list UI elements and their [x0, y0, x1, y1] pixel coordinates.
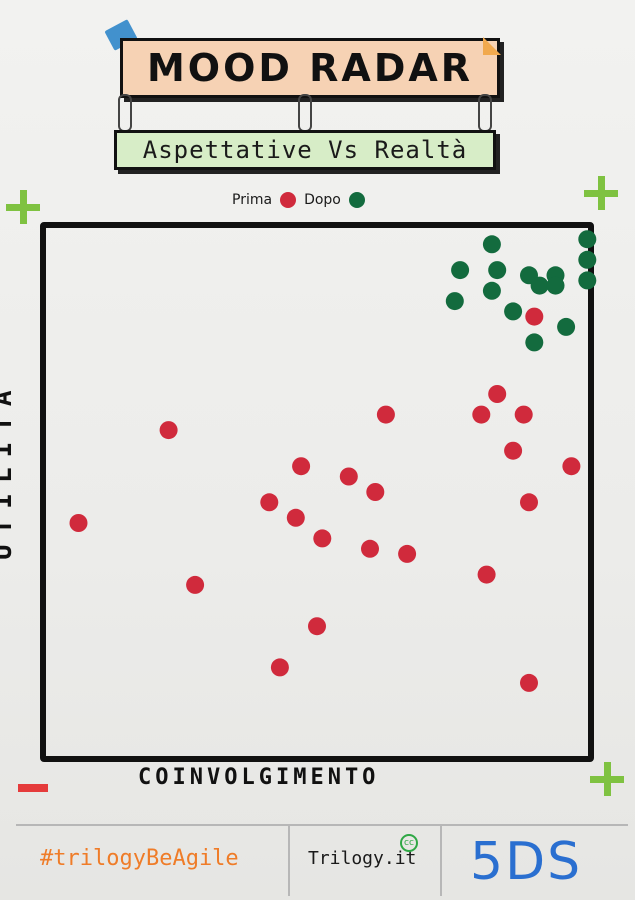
before-point [361, 539, 379, 558]
legend-after-dot-icon [348, 192, 365, 208]
before-point [525, 307, 544, 326]
before-point [69, 514, 88, 532]
footer-code: 5DS [470, 832, 583, 892]
legend-before-label: Prima [232, 192, 273, 208]
before-point [504, 441, 523, 460]
x-axis-label: COINVOLGIMENTO [138, 765, 380, 790]
before-point [366, 483, 385, 501]
before-point [292, 457, 311, 476]
before-point [520, 673, 538, 692]
after-point [482, 235, 501, 254]
footer-hashtag: #trilogyBeAgile [40, 846, 239, 871]
after-point [578, 271, 597, 290]
footer-separator [288, 826, 290, 896]
plot-frame [40, 222, 594, 762]
y-axis-label: UTILITÀ [0, 380, 18, 560]
footer-separator [440, 826, 442, 896]
before-point [488, 385, 507, 403]
before-point [308, 617, 326, 636]
plus-icon [590, 762, 624, 796]
after-point [546, 276, 565, 295]
before-point [313, 529, 332, 548]
legend-after-label: Dopo [304, 192, 341, 208]
legend-before-dot-icon [280, 192, 297, 208]
after-point [530, 276, 549, 295]
before-point [477, 565, 496, 584]
before-point [186, 575, 205, 594]
after-point [445, 292, 464, 311]
plus-icon [6, 190, 40, 224]
title-banner: MOOD RADAR [120, 37, 501, 98]
after-point [525, 333, 544, 352]
before-point [286, 508, 305, 527]
page-title: MOOD RADAR [146, 46, 474, 90]
before-point [260, 493, 279, 512]
after-point [482, 281, 501, 300]
before-point [520, 493, 538, 512]
before-point [376, 405, 395, 424]
page-subtitle: Aspettative Vs Realtà [142, 136, 468, 164]
after-point [504, 302, 523, 321]
legend: Prima Dopo [232, 188, 365, 212]
creative-commons-icon: cc [400, 834, 418, 852]
after-point [488, 261, 507, 280]
after-point [578, 230, 597, 249]
before-point [398, 544, 417, 563]
before-point [339, 467, 358, 486]
minus-icon [18, 784, 48, 792]
subtitle-banner: Aspettative Vs Realtà [114, 130, 496, 170]
before-point [472, 405, 491, 424]
after-point [557, 317, 576, 336]
footer-site: Trilogy.it [308, 848, 417, 869]
plus-icon [584, 176, 618, 210]
footer-divider [16, 824, 628, 826]
before-point [562, 457, 581, 476]
before-point [270, 658, 289, 677]
before-point [514, 405, 533, 424]
before-point [159, 421, 178, 440]
after-point [578, 250, 597, 269]
after-point [451, 261, 470, 280]
